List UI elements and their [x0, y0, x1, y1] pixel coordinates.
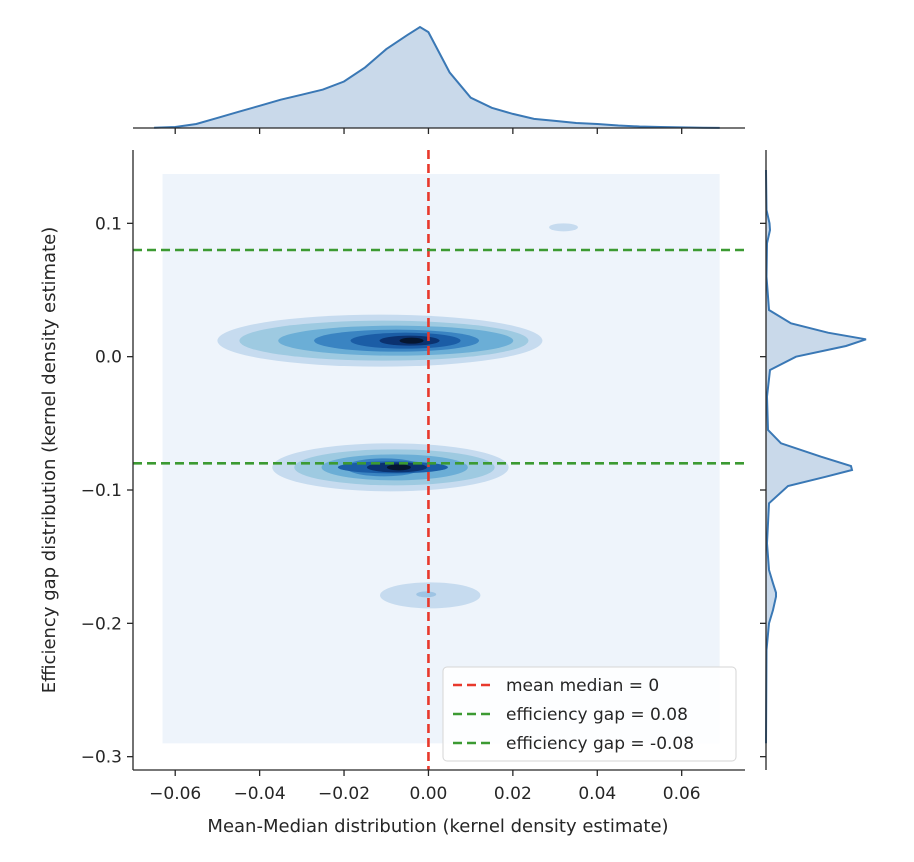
kde-peak: [399, 337, 424, 344]
legend-entry-label: efficiency gap = -0.08: [506, 734, 694, 754]
kde-peak: [386, 464, 411, 471]
x-tick-label: 0.04: [578, 784, 616, 804]
x-tick-label: −0.04: [234, 784, 286, 804]
y-tick-label: −0.1: [81, 481, 122, 501]
y-tick-label: −0.2: [81, 614, 122, 634]
y-axis-label: Efficiency gap distribution (kernel dens…: [39, 227, 60, 693]
x-tick-label: 0.02: [494, 784, 532, 804]
kde-cluster-2: [272, 443, 509, 492]
kde-cluster-4: [549, 223, 578, 232]
y-tick-label: 0.0: [95, 348, 122, 368]
top-marginal-curve: [154, 25, 720, 129]
legend-frame: [442, 666, 737, 762]
top-marginal-fill: [154, 27, 720, 128]
y-tick-label: −0.3: [81, 748, 122, 768]
kde-cluster-3: [380, 582, 481, 609]
x-tick-label: −0.06: [149, 784, 201, 804]
top-marginal-kde: [133, 25, 745, 134]
x-tick-label: 0.06: [663, 784, 701, 804]
right-marginal-kde: [760, 150, 867, 770]
y-tick-label: 0.1: [95, 214, 122, 234]
legend-entry-label: efficiency gap = 0.08: [506, 705, 688, 725]
right-marginal-fill: [766, 170, 866, 744]
legend-entry-label: mean median = 0: [506, 676, 659, 696]
legend: mean median = 0 efficiency gap = 0.08 effi…: [442, 666, 737, 762]
x-axis-label: Mean-Median distribution (kernel density…: [207, 816, 668, 837]
joint-kde-axes: −0.06 −0.04 −0.02 0.00 0.02 0.04 0.06 0.1 0.0 −0.…: [81, 150, 745, 804]
x-tick-label: 0.00: [410, 784, 448, 804]
kde-contour-small-blob: [549, 223, 578, 232]
x-tick-label: −0.02: [318, 784, 370, 804]
kde-contour-inner: [416, 591, 437, 598]
kde-cluster-1: [217, 314, 543, 367]
